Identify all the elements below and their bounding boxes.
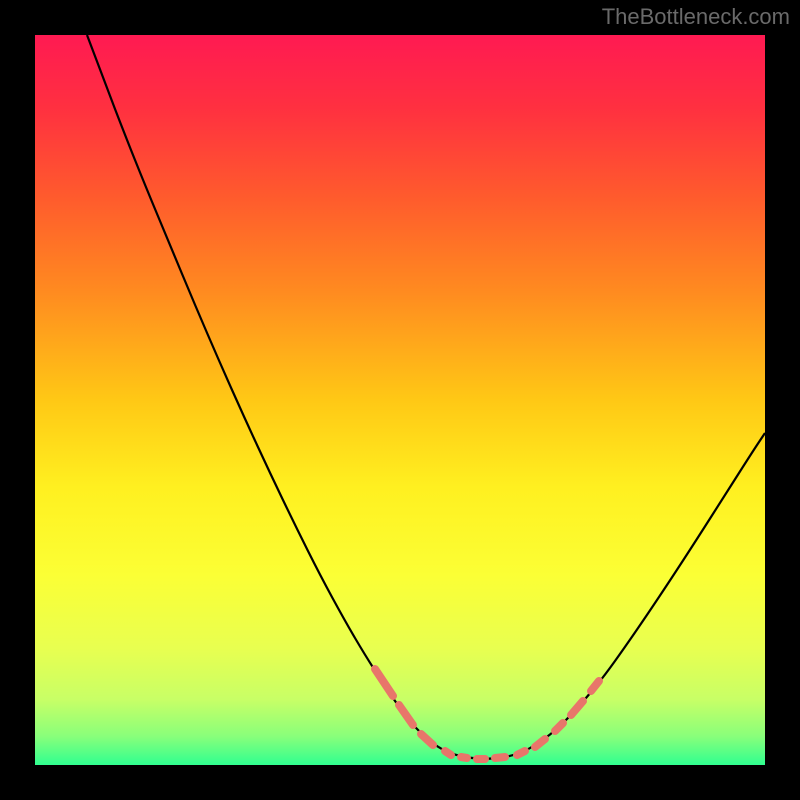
dash-segment <box>375 669 393 696</box>
dash-segment <box>591 681 599 691</box>
dash-segment <box>461 757 467 758</box>
dash-segment <box>421 734 433 745</box>
dash-segment <box>445 751 451 755</box>
dash-segment <box>555 723 563 731</box>
plot-area <box>35 35 765 765</box>
dash-segment <box>535 739 545 747</box>
dash-segment <box>517 751 525 755</box>
dash-segment <box>495 757 505 758</box>
curve-layer <box>35 35 765 765</box>
watermark-text: TheBottleneck.com <box>602 4 790 30</box>
dash-segment <box>399 705 413 725</box>
highlight-dashes <box>375 669 599 759</box>
dash-segment <box>571 701 583 715</box>
bottleneck-curve <box>87 35 765 759</box>
